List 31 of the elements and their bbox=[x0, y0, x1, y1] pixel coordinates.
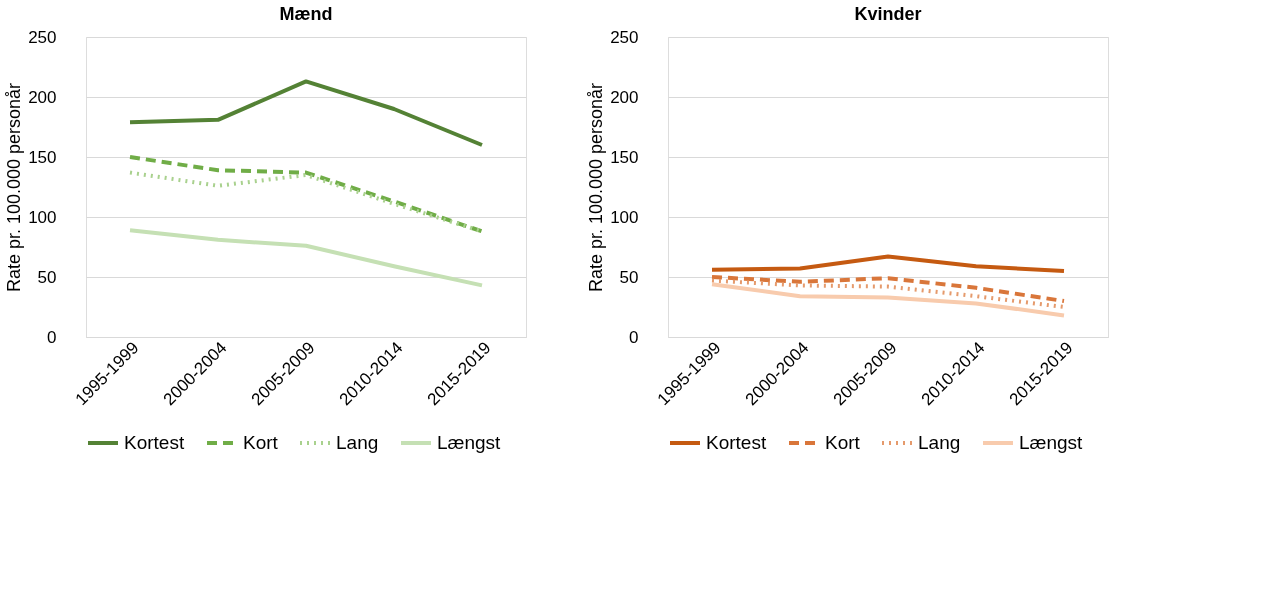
y-tick-label: 150 bbox=[28, 147, 57, 167]
y-axis-title: Rate pr. 100.000 personår bbox=[586, 82, 607, 293]
line-series bbox=[710, 254, 1066, 273]
line-series bbox=[128, 79, 484, 147]
line-series bbox=[710, 282, 1066, 318]
legend-label: Lang bbox=[336, 432, 379, 453]
chart-title: Mænd bbox=[279, 4, 333, 24]
y-tick-label: 50 bbox=[37, 267, 57, 287]
y-tick-label: 100 bbox=[610, 207, 639, 227]
legend-label: Længst bbox=[437, 432, 502, 453]
y-tick-label: 200 bbox=[28, 87, 57, 107]
line-series bbox=[128, 155, 484, 234]
y-tick-label: 250 bbox=[610, 27, 639, 47]
line-series bbox=[128, 228, 484, 288]
line-series bbox=[710, 278, 1066, 309]
legend-label: Kortest bbox=[706, 432, 767, 453]
y-tick-label: 200 bbox=[610, 87, 639, 107]
chart-title: Kvinder bbox=[854, 4, 922, 24]
y-tick-label: 250 bbox=[28, 27, 57, 47]
legend-label: Kort bbox=[825, 432, 861, 453]
y-tick-label: 0 bbox=[629, 327, 639, 347]
legend-label: Længst bbox=[1019, 432, 1084, 453]
y-tick-label: 50 bbox=[619, 267, 639, 287]
y-axis-title: Rate pr. 100.000 personår bbox=[4, 82, 25, 293]
line-series bbox=[710, 275, 1066, 303]
y-tick-label: 0 bbox=[47, 327, 57, 347]
y-tick-label: 150 bbox=[610, 147, 639, 167]
legend-label: Lang bbox=[918, 432, 961, 453]
legend-label: Kort bbox=[243, 432, 279, 453]
legend-label: Kortest bbox=[124, 432, 185, 453]
y-tick-label: 100 bbox=[28, 207, 57, 227]
